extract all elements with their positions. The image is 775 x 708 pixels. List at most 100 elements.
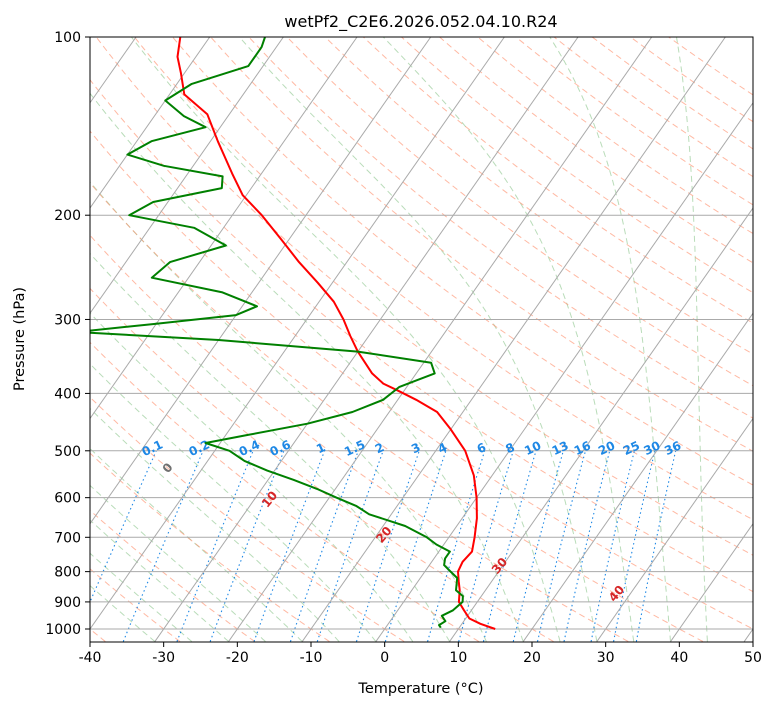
isotherm-line	[90, 37, 211, 209]
mixing-ratio-line	[590, 450, 635, 642]
dry-adiabat-line	[401, 37, 753, 294]
isotherm-line	[90, 37, 358, 420]
x-tick-label: -20	[226, 650, 249, 666]
mixing-ratio-label: 25	[621, 438, 642, 458]
moist-adiabat-line	[239, 37, 598, 642]
isotherm-line	[0, 37, 62, 642]
mixing-ratio-label: 1	[314, 440, 327, 456]
dry-adiabat-label: 30	[489, 555, 510, 577]
mixing-ratio-line	[316, 450, 384, 642]
mixing-ratio-line	[536, 450, 587, 642]
plot-frame	[89, 36, 754, 643]
plot-area: -100-90-80-70-60-50-40-30-20-10010203040…	[0, 37, 753, 642]
dry-adiabat-line	[90, 78, 753, 593]
moist-adiabat-line	[90, 252, 451, 642]
isotherm-line	[522, 312, 753, 642]
isotherm-lines	[0, 37, 753, 642]
mixing-ratio-line	[209, 450, 285, 642]
dry-adiabat-line	[668, 37, 753, 96]
mixing-ratio-lines	[90, 450, 677, 642]
dry-adiabat-line	[286, 37, 753, 387]
dry-adiabat-line	[90, 130, 753, 630]
y-tick-label: 200	[54, 208, 81, 224]
dry-adiabat-line	[210, 37, 753, 452]
x-tick-label: 20	[523, 650, 541, 666]
y-tick-label: 900	[54, 595, 81, 611]
isotherm-line	[596, 417, 753, 642]
mixing-ratio-label: 10	[522, 438, 543, 458]
mixing-ratio-line	[482, 450, 537, 642]
moist-adiabat-line	[90, 92, 524, 642]
moist-adiabat-line	[90, 312, 414, 642]
dry-adiabat-line	[591, 37, 753, 150]
x-tick-label: 10	[449, 650, 467, 666]
dewpoint-profile-line	[90, 37, 464, 629]
x-tick-label: -10	[300, 650, 323, 666]
mixing-ratio-line	[384, 450, 447, 642]
isobar-lines	[90, 37, 753, 630]
isotherm-line	[670, 522, 753, 642]
x-axis-label: Temperature (°C)	[357, 681, 483, 697]
isotherm-line	[90, 37, 505, 630]
isotherm-line	[449, 207, 753, 642]
x-tick-label: 0	[380, 650, 389, 666]
chart-title: wetPf2_C2E6.2026.052.04.10.R24	[284, 12, 557, 32]
dry-adiabat-line	[439, 37, 753, 264]
sounding-series	[90, 37, 496, 630]
y-tick-label: 500	[54, 444, 81, 460]
dry-adiabat-label: 40	[606, 583, 627, 605]
isotherm-line	[228, 37, 653, 642]
moist-adiabat-line	[90, 181, 487, 642]
dry-adiabat-line	[95, 37, 753, 556]
moist-adiabat-lines	[90, 37, 708, 642]
mixing-ratio-label: 13	[550, 438, 571, 458]
isotherm-line	[375, 101, 753, 642]
isotherm-line	[743, 628, 753, 642]
mixing-ratio-line	[90, 450, 157, 604]
mixing-ratio-label: 2	[373, 440, 386, 456]
dry-adiabat-line	[477, 37, 753, 235]
mixing-ratio-line	[355, 450, 420, 642]
moist-adiabat-line	[382, 37, 635, 642]
mixing-ratio-line	[253, 450, 326, 642]
y-tick-label: 100	[54, 30, 81, 46]
mixing-ratio-label: 3	[409, 440, 422, 456]
mixing-ratio-line	[613, 450, 656, 642]
dry-adiabat-line	[324, 37, 753, 355]
mixing-ratio-label: 0.2	[187, 437, 212, 459]
mixing-ratio-label: 36	[662, 438, 683, 458]
moist-adiabat-line	[90, 484, 266, 642]
temperature-profile-line	[176, 37, 496, 630]
y-axis-label: Pressure (hPa)	[12, 287, 28, 391]
x-axis-ticks: -40 -30 -20 -10 0 10 20 30 40 50	[79, 642, 762, 666]
mixing-ratio-line	[563, 450, 611, 642]
mixing-ratio-line	[289, 450, 359, 642]
mixing-ratio-label: 0.1	[140, 437, 165, 459]
mixing-ratio-label: 30	[641, 438, 662, 458]
x-tick-label: -40	[79, 650, 102, 666]
mixing-ratio-line	[512, 450, 564, 642]
moist-adiabat-line	[90, 552, 193, 642]
mixing-ratio-label: 0.6	[268, 437, 293, 459]
x-tick-label: 30	[597, 650, 615, 666]
dry-adiabat-line	[90, 182, 704, 642]
moist-adiabat-line	[90, 407, 340, 642]
dry-adiabat-line	[134, 37, 753, 521]
y-tick-label: 700	[54, 530, 81, 546]
y-tick-label: 400	[54, 386, 81, 402]
y-axis-ticks: 100 200 300 400 500 600 700 800 900 1000	[45, 30, 90, 638]
dry-adiabat-line	[248, 37, 753, 419]
dry-adiabat-line	[90, 287, 554, 642]
mixing-ratio-label: 0.4	[237, 437, 262, 459]
dry-adiabat-line	[90, 452, 330, 642]
y-tick-label: 600	[54, 491, 81, 507]
dry-adiabat-label: 20	[373, 524, 394, 546]
mixing-ratio-label: 16	[572, 438, 593, 458]
x-tick-label: 50	[744, 650, 762, 666]
y-tick-label: 800	[54, 565, 81, 581]
mixing-ratio-line	[176, 450, 254, 642]
dry-adiabat-line	[90, 341, 480, 642]
dry-adiabat-lines	[90, 37, 753, 642]
moist-adiabat-line	[90, 519, 229, 642]
